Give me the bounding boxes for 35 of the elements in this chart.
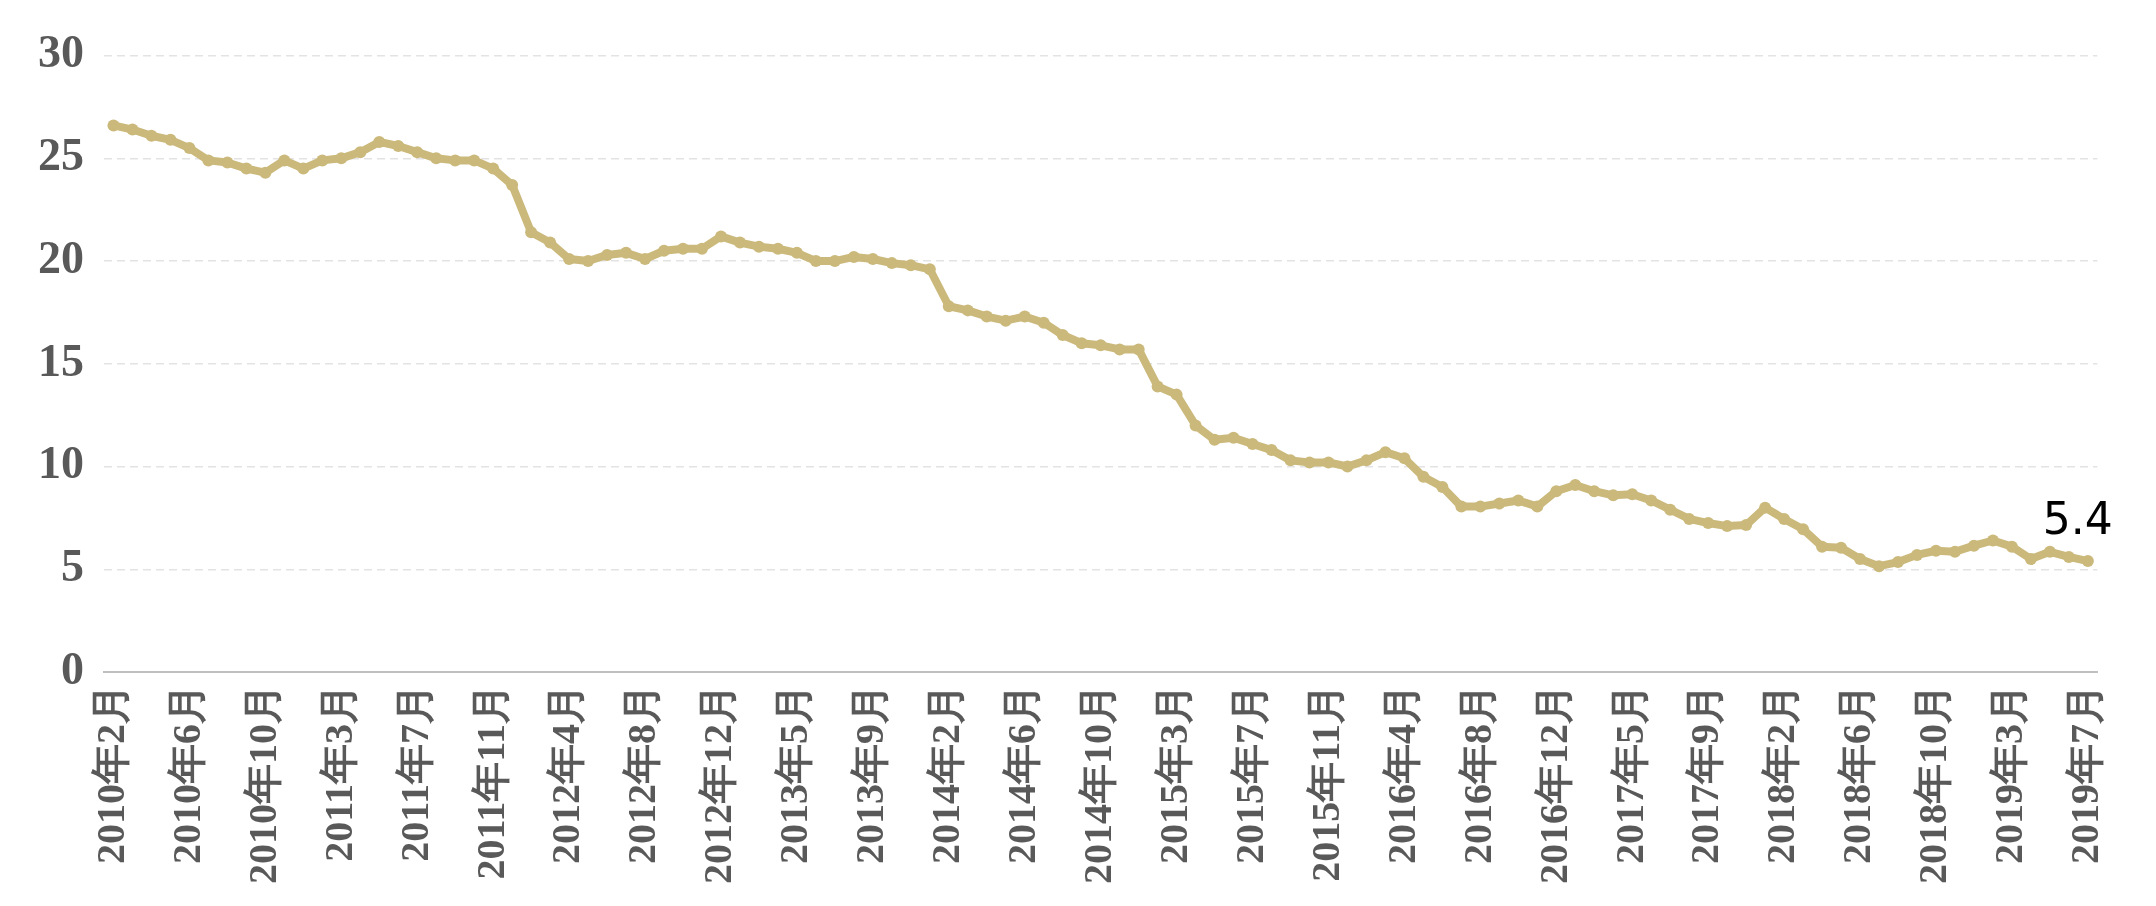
x-tick-label: 2014年10月	[1075, 684, 1120, 884]
x-tick-label: 2015年11月	[1302, 684, 1348, 882]
x-tick-label: 2011年7月	[391, 684, 437, 862]
data-label: 5.4	[2042, 493, 2113, 545]
x-tick-label: 2016年12月	[1530, 684, 1576, 884]
y-tick-label: 25	[38, 129, 84, 181]
x-tick-label: 2019年3月	[1986, 684, 2032, 864]
x-tick-label: 2012年12月	[695, 684, 741, 884]
y-tick-label: 30	[38, 26, 84, 78]
x-tick-label: 2015年7月	[1226, 684, 1272, 864]
x-tick-label: 2014年6月	[999, 684, 1045, 864]
x-tick-label: 2018年6月	[1834, 684, 1880, 864]
x-tick-label: 2011年3月	[315, 684, 361, 862]
x-tick-label: 2013年9月	[847, 684, 893, 864]
x-tick-label: 2019年7月	[2062, 684, 2108, 864]
x-tick-label: 2017年9月	[1682, 684, 1728, 864]
x-tick-label: 2011年11月	[467, 684, 513, 880]
x-tick-label: 2012年4月	[543, 684, 589, 864]
y-tick-label: 0	[61, 642, 84, 694]
y-tick-label: 15	[38, 334, 84, 386]
x-tick-label: 2012年8月	[619, 684, 665, 864]
x-tick-label: 2015年3月	[1150, 684, 1196, 864]
x-tick-label: 2016年8月	[1454, 684, 1500, 864]
x-tick-label: 2016年4月	[1378, 684, 1424, 864]
x-tick-label: 2010年6月	[163, 684, 209, 864]
x-tick-label: 2014年2月	[923, 684, 969, 864]
y-tick-label: 5	[61, 540, 84, 592]
y-tick-label: 10	[38, 437, 84, 489]
x-tick-label: 2018年2月	[1758, 684, 1804, 864]
x-tick-label: 2013年5月	[771, 684, 817, 864]
x-tick-label: 2018年10月	[1910, 684, 1956, 884]
x-tick-label: 2017年5月	[1606, 684, 1652, 864]
x-tick-label: 2010年10月	[239, 684, 285, 884]
x-tick-label: 2010年2月	[87, 684, 133, 864]
y-tick-label: 20	[38, 231, 84, 283]
